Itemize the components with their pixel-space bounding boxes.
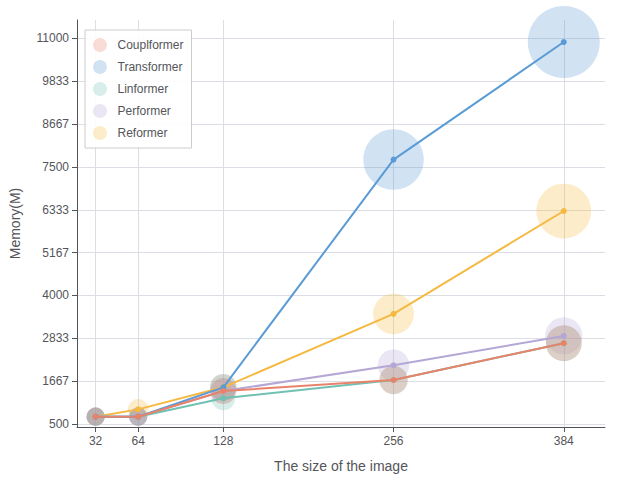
svg-text:11000: 11000	[37, 31, 70, 45]
svg-text:Performer: Performer	[118, 104, 171, 118]
svg-text:9833: 9833	[42, 74, 69, 88]
svg-text:Transformer: Transformer	[118, 60, 183, 74]
svg-text:384: 384	[554, 434, 574, 448]
svg-text:The size of the image: The size of the image	[274, 458, 408, 474]
svg-text:Couplformer: Couplformer	[118, 38, 184, 52]
svg-text:2833: 2833	[42, 331, 69, 345]
svg-text:256: 256	[384, 434, 404, 448]
svg-text:4000: 4000	[42, 288, 69, 302]
svg-text:1667: 1667	[42, 374, 69, 388]
svg-text:500: 500	[49, 417, 69, 431]
svg-text:32: 32	[89, 434, 103, 448]
svg-text:Memory(M): Memory(M)	[7, 188, 23, 260]
svg-text:Linformer: Linformer	[118, 82, 169, 96]
svg-text:64: 64	[131, 434, 145, 448]
svg-text:Reformer: Reformer	[118, 126, 168, 140]
svg-text:8667: 8667	[42, 117, 69, 131]
svg-text:5167: 5167	[42, 246, 69, 260]
svg-text:7500: 7500	[42, 160, 69, 174]
svg-text:128: 128	[213, 434, 233, 448]
svg-text:6333: 6333	[42, 203, 69, 217]
